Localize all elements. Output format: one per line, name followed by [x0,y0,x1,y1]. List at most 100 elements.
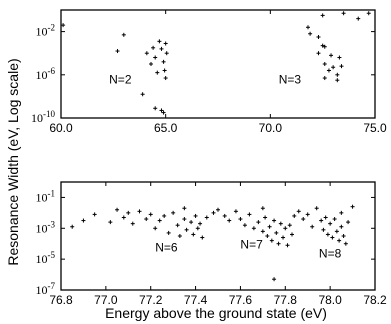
data-point [171,210,176,215]
data-point [316,51,321,56]
top-plot-frame [60,9,376,119]
y-tick-label: 10-2 [36,23,56,39]
data-point [341,11,346,16]
x-tick-label: 70.0 [259,121,283,135]
data-point [200,235,205,240]
data-point [314,206,319,211]
data-point [159,46,164,51]
series-annotation: N=6 [155,240,178,254]
data-point [337,55,342,60]
data-point [144,51,149,56]
data-point [334,229,339,234]
x-tick-label: 65.0 [154,121,178,135]
x-tick-label: 78.0 [318,293,342,307]
data-point [153,55,158,60]
data-point [108,220,113,225]
data-point [193,213,198,218]
data-point [319,218,324,223]
data-point [195,226,200,231]
y-axis-label: Resonance Width (eV, Log scale) [5,58,21,265]
data-point [204,215,209,220]
data-point [130,221,135,226]
data-point [320,43,325,48]
y-tick-label: 10-10 [31,109,55,125]
series-annotation: N=7 [240,237,263,251]
data-point [343,241,348,246]
x-tick-label: 60.0 [49,121,73,135]
data-point [149,62,154,66]
data-point [337,238,342,243]
data-point [265,234,270,238]
data-point [115,49,120,54]
series-annotation: N=2 [109,72,132,86]
x-axis-label: Energy above the ground state (eV) [105,305,327,321]
data-point [290,232,295,237]
data-point [339,64,344,69]
data-point [238,217,243,222]
data-point [281,235,286,240]
data-point [326,68,331,73]
data-point [356,16,361,21]
data-point [189,220,194,225]
data-point [296,209,301,214]
data-point [148,212,153,217]
data-point [191,232,196,237]
data-point [81,218,86,223]
data-point [274,230,279,235]
data-point [310,224,315,229]
data-point [283,226,288,231]
data-point [260,206,265,211]
data-point [198,221,203,226]
data-point [331,65,336,70]
data-point [339,210,344,215]
data-point [182,217,187,222]
x-tick-label: 77.2 [139,293,163,307]
x-tick-label: 78.2 [363,293,387,307]
y-tick-label: 10-1 [36,188,56,204]
data-point [308,31,313,36]
data-point [163,41,168,46]
x-tick-label: 77.6 [229,293,253,307]
data-point [276,241,281,246]
data-point [335,78,340,83]
bottom-panel: 76.8 77.0 77.2 77.4 77.6 77.8 78.0 78.2 10-1 10-3… [36,181,387,307]
data-point [305,212,310,217]
data-point [216,207,220,212]
y-tick-label: 10-6 [36,66,56,82]
data-point [267,224,272,229]
data-point [269,238,274,243]
data-point [263,215,268,220]
data-point [161,110,166,115]
data-point [162,68,167,73]
data-point [256,220,261,225]
x-tick-label: 76.8 [49,293,73,307]
data-point [161,59,166,64]
y-tick-label: 10-3 [36,219,56,235]
data-point [322,62,327,66]
data-point [92,212,97,217]
data-point [175,223,180,228]
x-tick-label: 77.4 [184,293,208,307]
data-point [233,209,238,214]
data-point [350,204,355,209]
data-point [320,13,325,18]
data-point [366,11,371,16]
data-point [285,243,290,248]
data-point [330,235,335,240]
data-point [153,106,158,111]
data-point [70,224,75,229]
data-point [322,76,327,81]
x-tick-label: 77.8 [274,293,298,307]
data-point [162,213,167,218]
data-point [346,220,351,225]
data-point [157,39,162,44]
data-point [184,227,189,232]
data-point [137,209,142,214]
data-point [287,223,292,228]
data-point [121,215,126,220]
top-panel: 60.0 65.0 70.0 75.0 10-2 10-6 10-10 N=2 N=3 [31,9,387,135]
data-point [301,217,306,222]
data-point [278,221,283,226]
data-point [227,218,232,223]
